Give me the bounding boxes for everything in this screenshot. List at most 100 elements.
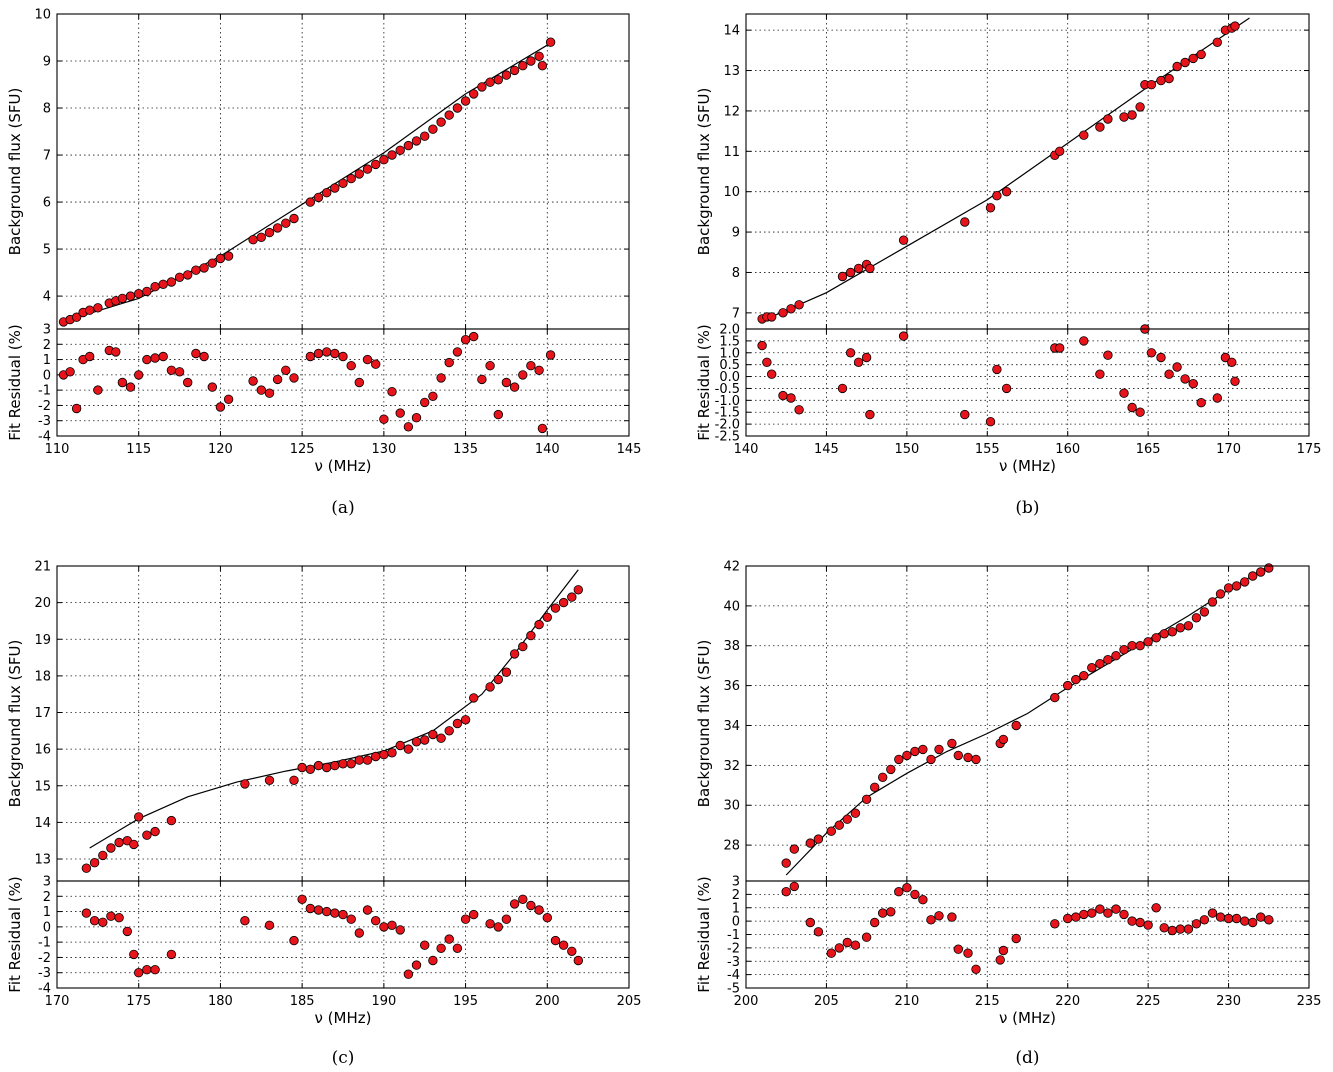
data-point [865,409,875,420]
data-point [971,754,981,765]
data-point [1119,645,1129,655]
data-point [281,365,291,376]
data-point [98,850,108,861]
data-point [953,944,964,954]
y-tick-label: 0 [43,920,51,935]
panel-caption: (a) [331,498,354,518]
data-point [485,919,495,929]
data-point [902,883,912,893]
data-point [444,934,454,944]
data-point [1196,398,1206,408]
y-tick-label: 4 [43,290,51,305]
y-tick-label: 7 [43,149,51,164]
data-point [985,203,996,213]
data-point [240,916,250,926]
x-tick-label: 110 [45,442,70,457]
data-point [934,911,944,921]
data-point [1119,112,1129,122]
data-point [150,826,160,837]
data-point [1156,352,1166,363]
data-point [444,110,454,120]
data-point [330,760,340,771]
data-point [781,887,791,897]
data-point [850,940,861,950]
data-point [1135,917,1145,928]
x-tick-label: 200 [535,994,560,1009]
x-tick-label: 205 [617,994,642,1009]
data-point [762,357,772,368]
data-point [305,351,316,362]
data-point [1095,369,1105,379]
x-tick-label: 150 [894,442,919,457]
x-tick-label: 220 [1055,994,1080,1009]
data-point [898,235,909,245]
data-point [444,357,454,368]
data-point [469,331,479,342]
data-point [1111,651,1121,661]
data-point [1079,909,1089,920]
data-point [805,917,816,928]
data-point [992,364,1002,375]
data-point [1127,916,1137,926]
data-point [106,911,116,921]
data-point [305,197,316,207]
x-tick-label: 145 [814,442,839,457]
y-tick-label: 3 [732,875,740,890]
y-tick-label: 17 [34,706,51,721]
data-point [1050,919,1060,929]
data-point [493,409,504,420]
data-point [264,388,275,398]
y-tick-label: 10 [34,8,51,23]
panel-caption: (c) [332,1048,355,1068]
data-point [129,949,139,960]
x-tick-label: 165 [1136,442,1161,457]
data-point [469,693,479,703]
data-point [289,213,299,224]
data-point [1223,913,1234,924]
data-point [1191,919,1202,929]
data-point [861,794,872,805]
data-point [853,263,864,274]
data-point [248,234,258,245]
data-point [1071,674,1081,685]
data-point [289,775,299,786]
data-point [174,367,185,377]
data-point [886,907,896,917]
data-point [142,830,152,840]
data-point [428,124,438,134]
data-point [1135,407,1145,417]
y-axis-label: Fit Residual (%) [695,876,713,992]
data-point [71,403,82,414]
data-point [452,103,463,113]
data-point [1050,692,1060,703]
data-point [346,759,356,769]
data-point [1001,383,1012,394]
data-point [142,965,152,975]
y-tick-label: -4 [727,968,740,983]
data-point [509,382,520,392]
y-tick-label: 15 [34,779,51,794]
data-point [534,365,544,376]
y-tick-label: 8 [732,266,740,281]
y-tick-label: -2.0 [715,418,740,433]
data-point [518,370,528,380]
data-point [1095,659,1105,669]
data-point [1212,37,1223,48]
y-tick-label: 10 [723,185,740,200]
data-point [411,136,422,146]
data-point [1079,130,1089,140]
data-point [886,764,896,775]
panel-caption: (b) [1015,498,1039,518]
data-point [1135,102,1145,112]
data-point [223,251,234,261]
data-point [1215,589,1226,599]
data-point [781,858,791,868]
data-point [894,754,904,765]
data-point [460,914,471,924]
data-point [934,744,944,755]
data-point [493,922,504,932]
data-point [207,382,218,392]
data-point [436,117,446,127]
